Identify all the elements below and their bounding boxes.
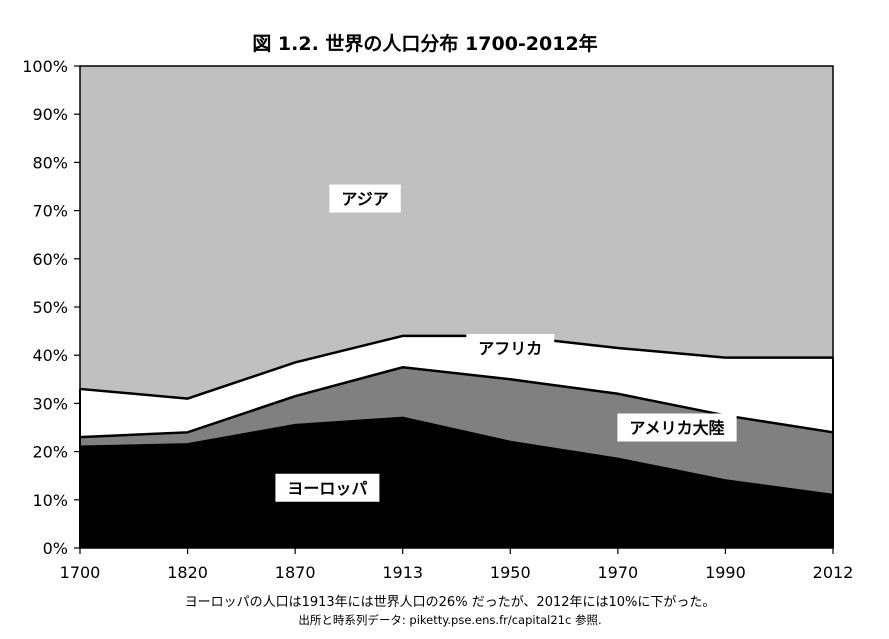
x-tick-label: 2012 (813, 563, 854, 582)
series-label-3: アフリカ (466, 333, 555, 362)
series-label-box (617, 413, 737, 442)
y-tick-label: 80% (32, 153, 68, 172)
series-label-text: アメリカ大陸 (629, 419, 724, 438)
x-tick-label: 1870 (275, 563, 316, 582)
area-series-4 (80, 66, 833, 399)
x-tick-label: 1950 (490, 563, 531, 582)
y-tick-label: 40% (32, 346, 68, 365)
area-series-3 (80, 335, 833, 438)
y-tick-label: 10% (32, 491, 68, 510)
y-tick-label: 50% (32, 298, 68, 317)
y-tick-label: 70% (32, 202, 68, 221)
series-label-box (466, 333, 555, 362)
y-tick-label: 0% (43, 539, 68, 558)
series-label-2: アメリカ大陸 (617, 413, 737, 442)
series-label-1: ヨーロッパ (275, 473, 380, 502)
chart-source: 出所と時系列データ: piketty.pse.ens.fr/capital21c… (298, 613, 601, 627)
chart-title: 図 1.2. 世界の人口分布 1700-2012年 (252, 32, 597, 55)
series-label-4: アジア (329, 184, 401, 213)
series-label-box (275, 473, 380, 502)
y-tick-label: 90% (32, 105, 68, 124)
y-tick-label: 20% (32, 443, 68, 462)
y-tick-label: 30% (32, 394, 68, 413)
x-tick-label: 1820 (167, 563, 208, 582)
series-label-text: アフリカ (478, 339, 542, 358)
axes: 0% 10% 20% 30% 40% 50% 60% 70% 80% 90% 100% 1700 182… (22, 57, 853, 582)
series-label-box (329, 184, 401, 213)
area-series-1 (80, 417, 833, 548)
x-tick-label: 1990 (705, 563, 746, 582)
y-tick-label: 100% (22, 57, 68, 76)
chart-caption: ヨーロッパの人口は1913年には世界人口の26% だったが、2012年には10%… (185, 595, 716, 610)
series-areas (80, 66, 833, 548)
y-tick-label: 60% (32, 250, 68, 269)
x-tick-label: 1913 (382, 563, 423, 582)
x-tick-label: 1700 (60, 563, 101, 582)
series-labels: ヨーロッパ アメリカ大陸 アフリカ アジア (275, 184, 737, 502)
boundary-line-1 (79, 416, 834, 497)
boundary-line-3 (79, 334, 833, 400)
series-label-text: ヨーロッパ (287, 479, 367, 498)
series-label-text: アジア (341, 190, 388, 209)
boundary-line-2 (79, 365, 834, 439)
x-tick-label: 1970 (597, 563, 638, 582)
